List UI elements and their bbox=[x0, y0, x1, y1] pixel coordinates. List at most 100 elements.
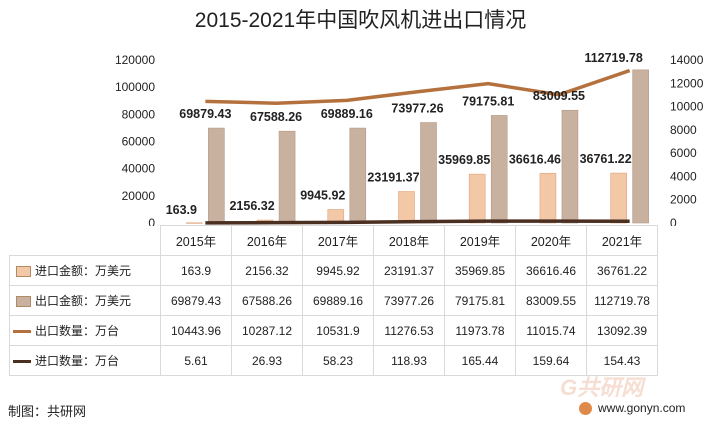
legend-swatch bbox=[16, 266, 31, 278]
y-right-tick-label: 12000 bbox=[670, 76, 704, 90]
category-label: 2018年 bbox=[373, 225, 445, 256]
table-cell: 118.93 bbox=[373, 345, 445, 376]
y-left-tick-label: 40000 bbox=[122, 162, 156, 176]
y-right-tick-label: 10000 bbox=[670, 100, 704, 114]
import-qty-line bbox=[205, 219, 630, 225]
export-amount-bar bbox=[278, 130, 296, 224]
legend-entry: 进口数量：万台 bbox=[9, 345, 161, 376]
export-amount-label: 83009.55 bbox=[533, 89, 585, 103]
table-cell: 154.43 bbox=[586, 345, 658, 376]
legend-label: 进口金额：万美元 bbox=[35, 264, 132, 278]
y-right-tick-label: 2000 bbox=[670, 193, 697, 207]
export-amount-label: 69889.16 bbox=[321, 107, 373, 121]
category-label: 2020年 bbox=[515, 225, 587, 256]
export-qty-line bbox=[205, 68, 631, 105]
table-cell: 11015.74 bbox=[515, 315, 587, 346]
import-amount-bar bbox=[398, 191, 415, 224]
y-left-tick-label: 0 bbox=[148, 216, 155, 226]
table-cell: 159.64 bbox=[515, 345, 587, 376]
legend-swatch bbox=[13, 360, 31, 364]
table-cell: 11276.53 bbox=[373, 315, 445, 346]
category-label: 2015年 bbox=[160, 225, 232, 256]
export-amount-bar bbox=[349, 127, 367, 224]
table-cell: 112719.78 bbox=[586, 285, 658, 316]
credit-text: 制图：共研网 bbox=[8, 404, 87, 419]
export-amount-bar bbox=[561, 109, 579, 224]
table-cell: 9945.92 bbox=[302, 255, 374, 286]
export-amount-bar bbox=[420, 122, 437, 224]
table-cell: 13092.39 bbox=[586, 315, 658, 346]
y-left-tick-label: 120000 bbox=[115, 53, 155, 67]
y-right-tick-label: 0 bbox=[670, 216, 677, 226]
export-amount-label: 69879.43 bbox=[179, 107, 231, 121]
import-amount-bar bbox=[610, 172, 627, 224]
table-cell: 10531.9 bbox=[302, 315, 374, 346]
category-label: 2019年 bbox=[444, 225, 516, 256]
legend-label: 出口金额：万美元 bbox=[35, 294, 132, 308]
table-cell: 11973.78 bbox=[444, 315, 516, 346]
export-amount-label: 73977.26 bbox=[391, 102, 443, 116]
import-amount-label: 23191.37 bbox=[367, 170, 419, 184]
import-amount-bar bbox=[539, 172, 557, 224]
chart-area: 0 20000 40000 60000 80000 100000 120000 0 2000 40… bbox=[115, 51, 704, 226]
chart-title: 2015-2021年中国吹风机进出口情况 bbox=[194, 9, 527, 32]
table-row: 出口金额：万美元 69879.43 67588.26 69889.16 73977.26… bbox=[9, 285, 658, 316]
legend-entry: 进口金额：万美元 bbox=[9, 255, 161, 286]
table-cell: 35969.85 bbox=[444, 255, 516, 286]
import-amount-label: 9945.92 bbox=[300, 188, 345, 202]
table-cell: 58.23 bbox=[302, 345, 374, 376]
category-label: 2016年 bbox=[231, 225, 303, 256]
export-amount-bar bbox=[490, 115, 508, 224]
legend-label: 出口数量：万台 bbox=[35, 324, 120, 338]
table-cell: 26.93 bbox=[231, 345, 303, 376]
import-amount-bar bbox=[468, 173, 486, 224]
legend-swatch bbox=[13, 330, 31, 334]
export-amount-label: 67588.26 bbox=[250, 110, 302, 124]
category-label: 2017年 bbox=[302, 225, 374, 256]
table-row: 进口金额：万美元 163.9 2156.32 9945.92 23191.37 35969… bbox=[9, 255, 658, 286]
import-amount-label: 2156.32 bbox=[229, 199, 274, 213]
y-left-tick-label: 60000 bbox=[122, 135, 156, 149]
table-cell: 2156.32 bbox=[231, 255, 303, 286]
table-cell: 36616.46 bbox=[515, 255, 587, 286]
y-right-tick-label: 14000 bbox=[670, 53, 704, 67]
y-left-tick-label: 80000 bbox=[122, 107, 156, 121]
import-amount-bar bbox=[186, 222, 203, 224]
table-cell: 73977.26 bbox=[373, 285, 445, 316]
y-right-tick-label: 6000 bbox=[670, 146, 697, 160]
table-cell: 10287.12 bbox=[231, 315, 303, 346]
export-amount-label: 79175.81 bbox=[462, 94, 514, 108]
table-cell: 69889.16 bbox=[302, 285, 374, 316]
y-right-tick-label: 4000 bbox=[670, 169, 697, 183]
table-corner bbox=[10, 226, 161, 256]
import-amount-label: 36761.22 bbox=[580, 152, 632, 166]
table-cell: 165.44 bbox=[444, 345, 516, 376]
table-cell: 163.9 bbox=[160, 255, 232, 286]
legend-label: 进口数量：万台 bbox=[35, 354, 120, 368]
table-cell: 36761.22 bbox=[586, 255, 658, 286]
import-amount-label: 36616.46 bbox=[509, 152, 561, 166]
table-cell: 83009.55 bbox=[515, 285, 587, 316]
legend-swatch bbox=[16, 296, 31, 308]
table-cell: 79175.81 bbox=[444, 285, 516, 316]
data-table: 2015年 2016年 2017年 2018年 2019年 2020年 2021年 进口金额：… bbox=[9, 225, 658, 376]
y-right-tick-label: 8000 bbox=[670, 123, 697, 137]
site-url: www.gonyn.com bbox=[598, 401, 686, 415]
y-left-tick-label: 20000 bbox=[122, 189, 156, 203]
export-amount-bar bbox=[208, 127, 225, 224]
table-cell: 5.61 bbox=[160, 345, 232, 376]
table-cell: 10443.96 bbox=[160, 315, 232, 346]
export-amount-bar bbox=[632, 69, 649, 224]
table-row: 出口数量：万台 10443.96 10287.12 10531.9 11276.53 11… bbox=[9, 315, 658, 346]
y-left-tick-label: 100000 bbox=[115, 80, 155, 94]
category-label: 2021年 bbox=[586, 225, 658, 256]
table-cell: 23191.37 bbox=[373, 255, 445, 286]
table-cell: 69879.43 bbox=[160, 285, 232, 316]
watermark-text: G共研网 bbox=[560, 375, 644, 400]
site-logo-icon bbox=[579, 402, 592, 415]
import-amount-label: 163.9 bbox=[166, 203, 197, 217]
legend-entry: 出口数量：万台 bbox=[9, 315, 161, 346]
import-amount-label: 35969.85 bbox=[438, 153, 490, 167]
table-row: 进口数量：万台 5.61 26.93 58.23 118.93 165.44 159.64 1… bbox=[9, 345, 658, 376]
export-amount-label: 112719.78 bbox=[584, 51, 642, 65]
